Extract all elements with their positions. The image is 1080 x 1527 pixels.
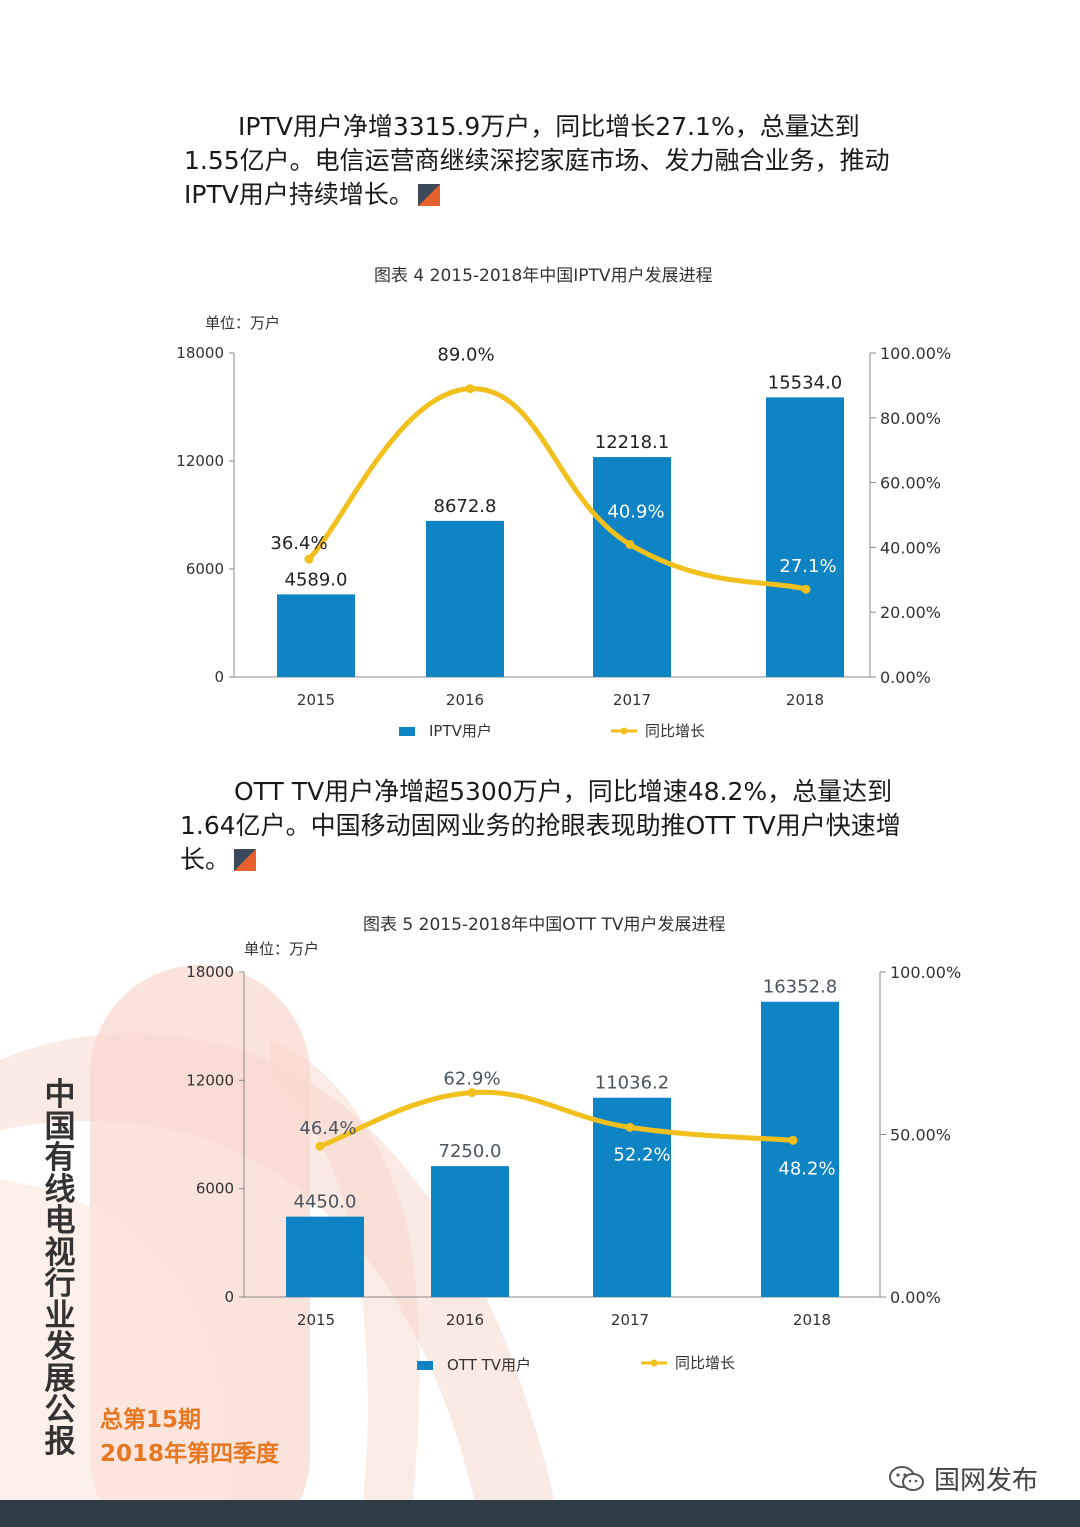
right-axis-tick-label: 60.00% (880, 474, 941, 493)
legend-bar-swatch (399, 727, 415, 736)
bar (593, 457, 671, 677)
growth-value-label: 52.2% (613, 1144, 670, 1165)
right-axis-tick-label: 0.00% (890, 1288, 941, 1307)
bar (286, 1216, 364, 1297)
chart-5-unit: 单位：万户 (244, 940, 320, 958)
growth-point (315, 1141, 325, 1151)
category-label: 2018 (793, 1311, 831, 1329)
iptv-chart: 0 6000 12000 18000 0.00% 20.00% 40.00% 60.00% 80… (176, 344, 951, 740)
growth-line (317, 1089, 796, 1149)
category-label: 2016 (446, 1311, 484, 1329)
bar-value-label: 4589.0 (285, 569, 348, 590)
category-label: 2018 (786, 691, 824, 709)
growth-point (467, 1088, 477, 1098)
left-axis-tick-label: 18000 (176, 344, 224, 362)
bar-value-label: 7250.0 (439, 1141, 502, 1162)
left-axis-tick-label: 6000 (186, 560, 224, 578)
wechat-account: 国网发布 (888, 1460, 1038, 1497)
issue-number: 总第15期 (100, 1407, 202, 1433)
legend-line-label: 同比增长 (675, 1354, 735, 1372)
bar-value-label: 11036.2 (595, 1073, 669, 1094)
bar-value-label: 15534.0 (768, 372, 842, 393)
growth-value-label: 27.1% (779, 556, 836, 577)
growth-value-label: 62.9% (443, 1069, 500, 1090)
legend-line-label: 同比增长 (645, 722, 705, 740)
legend-bar-label: IPTV用户 (429, 722, 492, 740)
legend-bar-swatch (417, 1361, 433, 1370)
legend-line-marker (650, 1359, 658, 1367)
growth-point (625, 1122, 635, 1132)
growth-point (788, 1135, 798, 1145)
chart-4-title: 图表 4 2015-2018年中国IPTV用户发展进程 (374, 266, 713, 286)
right-axis-tick-label: 100.00% (880, 344, 951, 363)
right-axis-tick-label: 80.00% (880, 409, 941, 428)
left-axis-tick-label: 6000 (196, 1180, 234, 1198)
footer-bar (0, 1500, 1080, 1527)
growth-line (306, 386, 809, 592)
bar (277, 594, 355, 677)
iptv-summary-paragraph: IPTV用户净增3315.9万户，同比增长27.1%，总量达到1.55亿户。电信… (184, 112, 890, 209)
growth-value-label: 36.4% (270, 533, 327, 554)
legend-bar-label: OTT TV用户 (447, 1356, 531, 1374)
section-end-icon (234, 849, 257, 871)
right-axis-tick-label: 100.00% (890, 963, 961, 982)
growth-point (304, 554, 314, 564)
growth-point (801, 584, 811, 594)
bar-value-label: 8672.8 (434, 496, 497, 517)
category-label: 2017 (611, 1311, 649, 1329)
chart-4-unit: 单位：万户 (205, 314, 281, 332)
left-axis-tick-label: 12000 (176, 452, 224, 470)
bar-value-label: 12218.1 (595, 432, 669, 453)
category-label: 2017 (613, 691, 651, 709)
growth-point (625, 539, 635, 549)
section-end-icon (417, 184, 440, 206)
bar (761, 1001, 839, 1297)
growth-value-label: 89.0% (437, 345, 494, 366)
category-label: 2016 (446, 691, 484, 709)
right-axis-tick-label: 0.00% (880, 668, 931, 687)
right-axis-tick-label: 40.00% (880, 538, 941, 557)
growth-value-label: 46.4% (299, 1118, 356, 1139)
left-axis-tick-label: 0 (214, 668, 224, 686)
left-axis-tick-label: 12000 (186, 1071, 234, 1089)
growth-value-label: 40.9% (607, 501, 664, 522)
bar-value-label: 16352.8 (763, 977, 837, 998)
left-axis-tick-label: 18000 (186, 963, 234, 981)
left-axis-tick-label: 0 (224, 1288, 234, 1306)
vertical-publication-title: 中国有线电视行业发展公报 (44, 1077, 76, 1460)
wechat-account-name: 国网发布 (934, 1466, 1039, 1496)
bar (431, 1166, 509, 1297)
ott-tv-chart: 0 6000 12000 18000 0.00% 50.00% 100.00% 4450.0 2… (186, 963, 961, 1374)
right-axis-tick-label: 20.00% (880, 603, 941, 622)
bar (426, 520, 504, 677)
chart-5-title: 图表 5 2015-2018年中国OTT TV用户发展进程 (363, 915, 726, 935)
right-axis-tick-label: 50.00% (890, 1126, 951, 1145)
category-label: 2015 (297, 691, 335, 709)
legend-line-marker (620, 727, 628, 735)
category-label: 2015 (297, 1311, 335, 1329)
bar (766, 397, 844, 677)
ott-summary-paragraph: OTT TV用户净增超5300万户，同比增速48.2%，总量达到1.64亿户。中… (180, 777, 901, 874)
issue-quarter: 2018年第四季度 (100, 1441, 280, 1467)
growth-value-label: 48.2% (778, 1158, 835, 1179)
bar-value-label: 4450.0 (294, 1192, 357, 1213)
wechat-icon (889, 1466, 924, 1491)
growth-point (465, 384, 475, 394)
